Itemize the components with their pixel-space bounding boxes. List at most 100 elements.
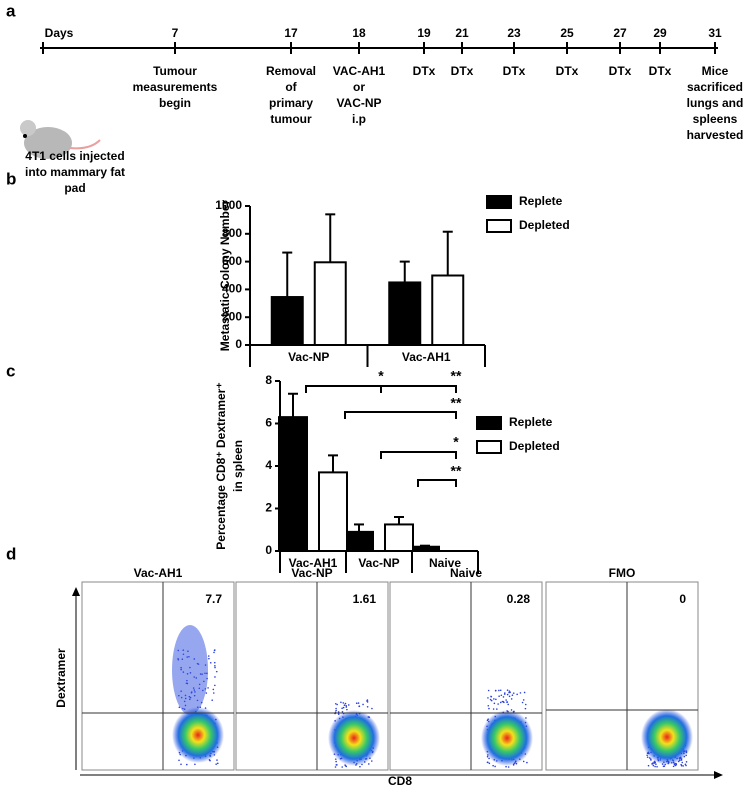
timeline-event: DTx (649, 64, 672, 78)
event-dot (499, 701, 502, 704)
event-dot (493, 702, 496, 705)
event-dot (335, 709, 337, 712)
gate-percentage: 0.28 (507, 592, 531, 606)
event-dot (655, 763, 657, 765)
legend-swatch (476, 416, 502, 430)
timeline-event: Removal (266, 64, 316, 78)
event-dot (685, 761, 688, 763)
timeline-event: DTx (556, 64, 579, 78)
event-dot (672, 765, 675, 768)
event-dot (215, 763, 217, 765)
event-dot (521, 701, 524, 704)
event-dot (524, 707, 527, 710)
event-dot (505, 765, 507, 768)
significance-label: ** (451, 463, 462, 479)
event-dot (519, 692, 522, 694)
bar (410, 545, 440, 552)
event-dot (488, 707, 490, 710)
event-dot (507, 766, 510, 768)
timeline-event: tumour (270, 112, 312, 126)
arrow-head (72, 587, 80, 596)
significance-bracket (305, 385, 457, 393)
event-dot (345, 765, 348, 768)
timeline-event: Mice (702, 64, 729, 78)
event-dot (524, 703, 527, 706)
timeline-event: spleens (693, 112, 738, 126)
legend-label: Replete (519, 194, 563, 208)
event-dot (508, 695, 511, 698)
gate-percentage: 0 (679, 592, 686, 606)
timeline-event: measurements (133, 80, 218, 94)
timeline-event: VAC-AH1 (333, 64, 386, 78)
timeline-day: 29 (653, 26, 667, 40)
event-dot (680, 764, 683, 767)
panel-letter: d (6, 544, 16, 563)
event-dot (213, 649, 216, 652)
event-dot (366, 705, 369, 708)
event-dot (340, 701, 342, 704)
event-dot (487, 761, 489, 764)
event-dot (496, 708, 498, 710)
event-dot (208, 657, 210, 660)
x-tick-label: Vac-AH1 (289, 556, 338, 570)
timeline-day: 25 (560, 26, 574, 40)
density-spread (172, 625, 208, 715)
event-dot (502, 696, 505, 698)
legend-label: Depleted (509, 439, 560, 453)
y-tick-label: 6 (265, 416, 272, 430)
x-tick-label: Naive (429, 556, 461, 570)
event-dot (510, 709, 513, 711)
flow-y-label: Dextramer (54, 648, 68, 708)
event-dot (490, 699, 493, 702)
timeline-event: Tumour (153, 64, 197, 78)
event-dot (214, 665, 216, 667)
event-dot (335, 760, 337, 763)
bar (270, 296, 304, 347)
timeline-event: sacrificed (687, 80, 743, 94)
timeline-event: DTx (451, 64, 474, 78)
event-dot (213, 651, 215, 654)
event-dot (336, 703, 338, 706)
y-tick-label: 4 (265, 458, 272, 472)
event-dot (362, 703, 364, 706)
y-tick-label: 600 (222, 254, 242, 268)
event-dot (506, 701, 508, 703)
event-dot (656, 765, 658, 768)
event-dot (523, 691, 526, 694)
legend-label: Replete (509, 415, 553, 429)
event-dot (344, 702, 347, 705)
bar (278, 416, 308, 552)
y-tick-label: 0 (265, 543, 272, 557)
event-dot (341, 766, 344, 768)
event-dot (508, 690, 511, 692)
significance-label: ** (451, 368, 462, 384)
timeline-event: of (285, 80, 297, 94)
timeline-event: DTx (503, 64, 526, 78)
timeline-event: primary (269, 96, 313, 110)
event-dot (490, 695, 492, 698)
event-dot (492, 708, 495, 710)
event-dot (502, 700, 505, 703)
event-dot (509, 691, 511, 694)
event-dot (214, 666, 216, 669)
event-dot (212, 692, 215, 694)
density-core (481, 710, 533, 766)
event-dot (342, 702, 345, 704)
timeline-event: into mammary fat (25, 165, 125, 179)
event-dot (504, 692, 506, 694)
event-dot (516, 693, 518, 696)
event-dot (526, 761, 528, 764)
event-dot (345, 704, 348, 707)
event-dot (495, 698, 497, 701)
event-dot (510, 698, 513, 700)
panel-letter: a (6, 1, 16, 20)
event-dot (684, 763, 687, 766)
x-tick-label: Vac-NP (358, 556, 399, 570)
event-dot (487, 689, 490, 692)
event-dot (673, 763, 676, 766)
event-dot (186, 763, 188, 766)
event-dot (214, 676, 216, 678)
event-dot (493, 698, 495, 700)
event-dot (652, 764, 655, 767)
timeline-day: 21 (455, 26, 469, 40)
